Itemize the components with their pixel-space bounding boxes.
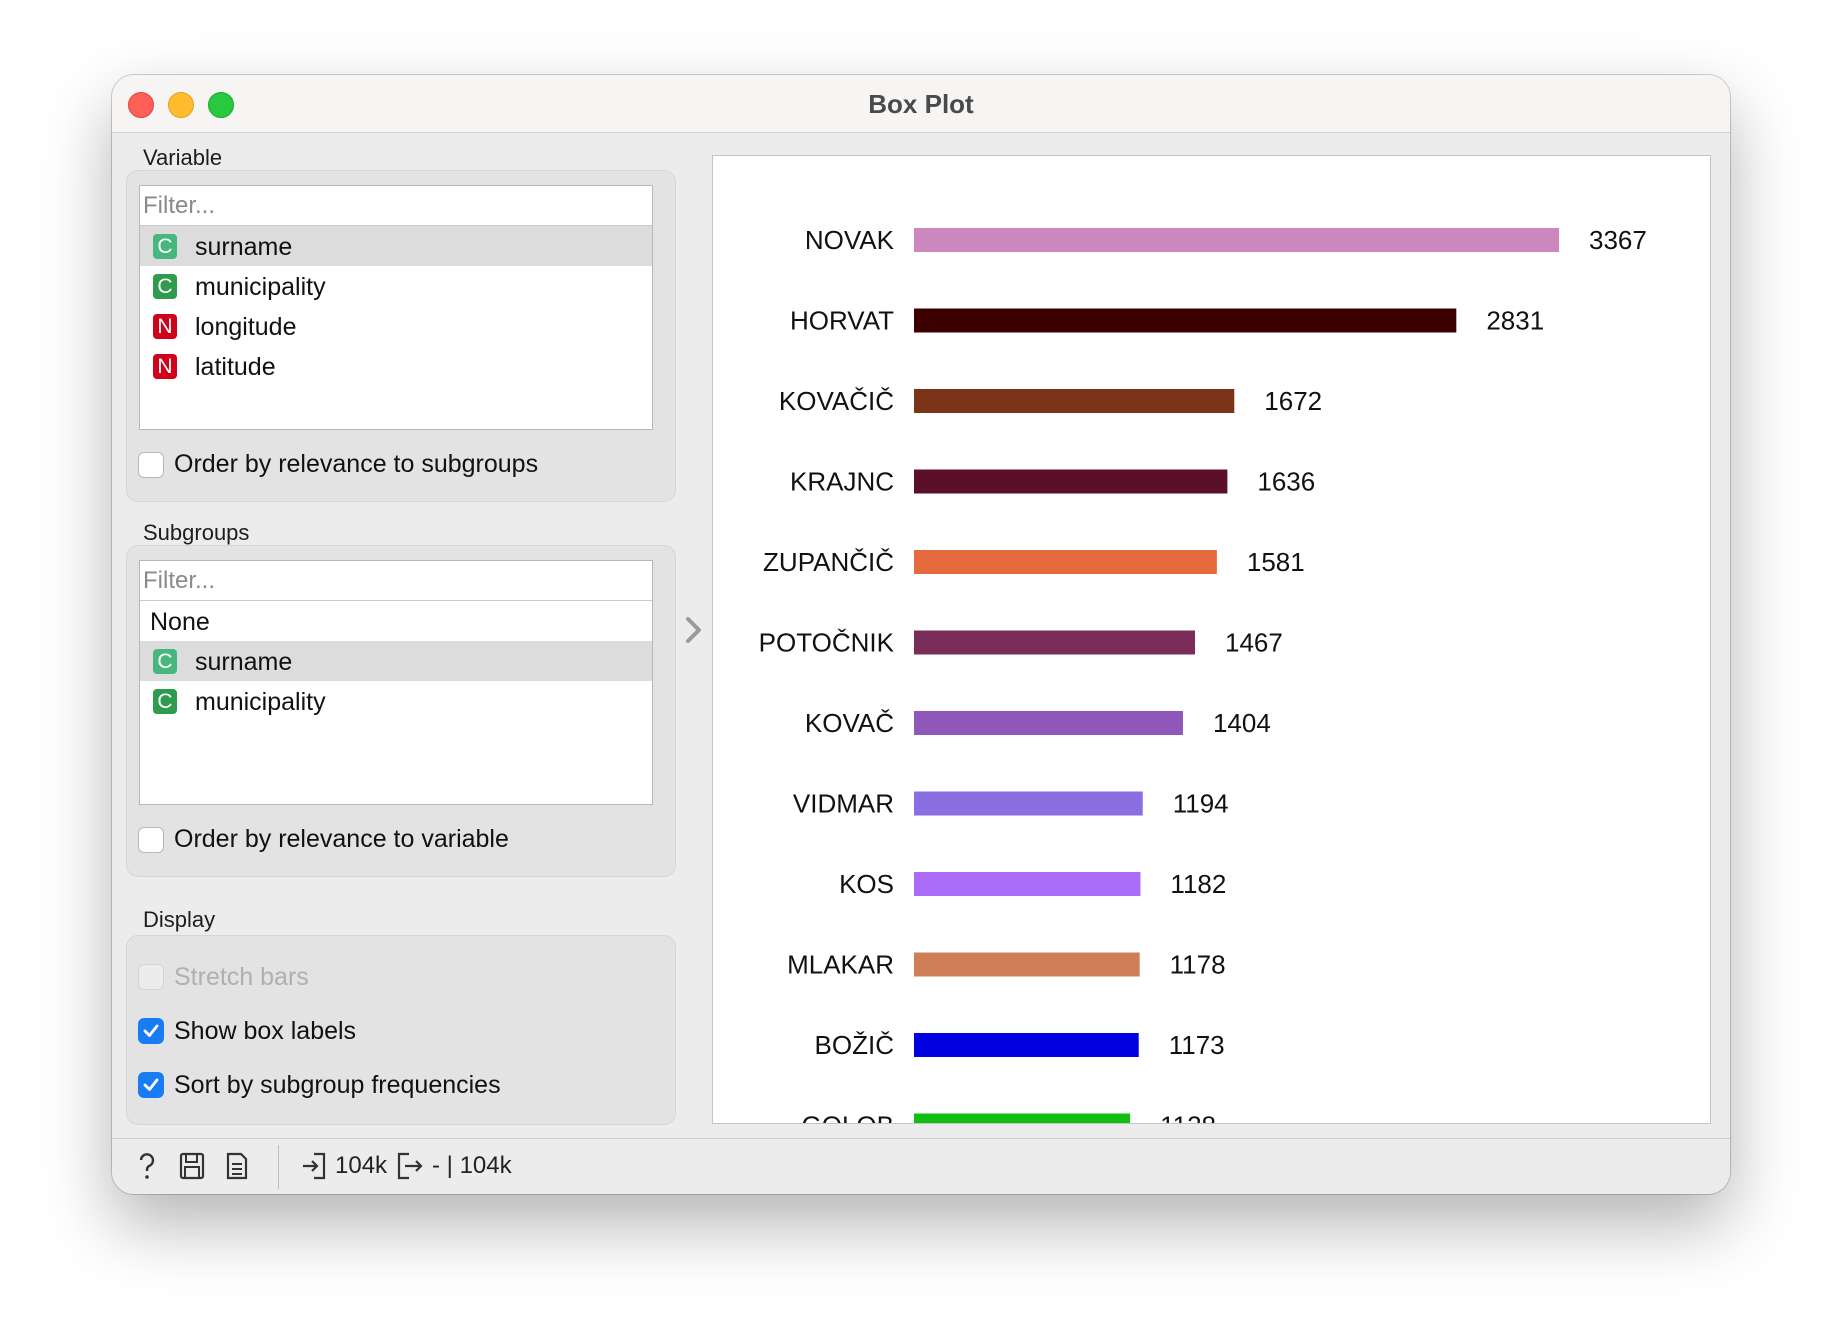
category-label: VIDMAR <box>793 789 894 819</box>
category-label: HORVAT <box>790 306 894 336</box>
variable-item-label: municipality <box>195 273 326 301</box>
collapse-panel-chevron-icon[interactable] <box>682 615 706 650</box>
box-plot-canvas[interactable]: NOVAK 3367 HORVAT 2831 KOVAČIČ 1672 KRAJNC 1636… <box>712 155 1711 1124</box>
categorical-variable-icon: C <box>153 689 177 714</box>
variable-section-label: Variable <box>143 145 223 170</box>
bar-chart: NOVAK 3367 HORVAT 2831 KOVAČIČ 1672 KRAJNC 1636… <box>759 225 1647 1124</box>
bar-kos[interactable] <box>914 872 1141 896</box>
input-count: 104k <box>335 1152 388 1179</box>
output-count: - | 104k <box>432 1152 512 1179</box>
value-label: 1178 <box>1170 950 1226 980</box>
value-label: 2831 <box>1486 306 1544 336</box>
category-label: ZUPANČIČ <box>763 547 894 577</box>
bar-bozic[interactable] <box>914 1033 1139 1057</box>
order-by-relevance-to-variable-checkbox[interactable] <box>138 827 164 853</box>
categorical-variable-icon: C <box>153 649 177 674</box>
variable-item-label: latitude <box>195 353 276 381</box>
bar-krajnc[interactable] <box>914 469 1228 494</box>
category-label: GOLOB <box>802 1111 894 1124</box>
categorical-variable-icon: C <box>153 234 177 259</box>
numeric-variable-icon: N <box>153 314 177 339</box>
minimize-window-button[interactable] <box>168 92 194 118</box>
variable-item-label: surname <box>195 233 293 261</box>
order-by-relevance-to-variable-label: Order by relevance to variable <box>174 825 509 853</box>
sort-by-subgroup-frequencies-checkbox[interactable] <box>138 1072 164 1098</box>
subgroups-filter-input[interactable]: Filter... <box>140 561 652 601</box>
order-by-relevance-to-subgroups-checkbox[interactable] <box>138 452 164 478</box>
value-label: 1672 <box>1264 386 1322 416</box>
category-label: KOS <box>839 869 894 899</box>
title-bar: Box Plot <box>112 75 1730 133</box>
value-label: 1467 <box>1225 628 1283 658</box>
category-label: KOVAČ <box>805 708 894 738</box>
value-label: 1194 <box>1173 789 1229 819</box>
value-label: 3367 <box>1589 225 1647 255</box>
bar-golob[interactable] <box>914 1113 1131 1124</box>
stretch-bars-label: Stretch bars <box>174 963 309 991</box>
window-title: Box Plot <box>868 89 974 119</box>
show-box-labels-checkbox[interactable] <box>138 1018 164 1044</box>
value-label: 1182 <box>1170 869 1226 899</box>
value-label: 1404 <box>1213 708 1271 738</box>
sort-by-subgroup-frequencies-label: Sort by subgroup frequencies <box>174 1071 501 1099</box>
bar-kovacic[interactable] <box>914 389 1235 413</box>
subgroup-item-label: surname <box>195 648 293 676</box>
save-icon[interactable] <box>178 1151 206 1186</box>
help-icon[interactable] <box>134 1151 160 1186</box>
value-label: 1173 <box>1169 1030 1225 1060</box>
numeric-variable-icon: N <box>153 354 177 379</box>
subgroup-item-none[interactable]: None <box>140 601 652 641</box>
display-group <box>126 935 676 1125</box>
maximize-window-button[interactable] <box>208 92 234 118</box>
report-icon[interactable] <box>224 1151 250 1186</box>
subgroup-item-none-label: None <box>150 608 210 636</box>
category-label: KOVAČIČ <box>779 386 894 416</box>
status-separator <box>278 1145 279 1189</box>
output-data-icon <box>395 1151 425 1186</box>
variable-item-label: longitude <box>195 313 297 341</box>
subgroups-section-label: Subgroups <box>143 520 250 545</box>
category-label: BOŽIČ <box>815 1030 894 1060</box>
categorical-variable-icon: C <box>153 274 177 299</box>
bar-horvat[interactable] <box>914 308 1457 333</box>
bar-potocnik[interactable] <box>914 630 1196 655</box>
input-data-icon <box>300 1151 328 1186</box>
stretch-bars-checkbox[interactable] <box>138 964 164 990</box>
bar-mlakar[interactable] <box>914 952 1140 977</box>
bar-novak[interactable] <box>914 228 1559 252</box>
value-label: 1128 <box>1160 1111 1216 1124</box>
bar-zupancic[interactable] <box>914 550 1217 574</box>
value-label: 1581 <box>1247 547 1305 577</box>
status-bar: 104k - | 104k <box>112 1138 1730 1194</box>
order-by-relevance-to-subgroups-label: Order by relevance to subgroups <box>174 450 539 478</box>
category-label: MLAKAR <box>787 950 894 980</box>
subgroup-item-label: municipality <box>195 688 326 716</box>
close-window-button[interactable] <box>128 92 154 118</box>
category-label: KRAJNC <box>790 467 894 497</box>
bar-kovac[interactable] <box>914 711 1183 735</box>
variable-filter-input[interactable]: Filter... <box>140 186 652 226</box>
value-label: 1636 <box>1257 467 1315 497</box>
category-label: NOVAK <box>805 225 895 255</box>
display-section-label: Display <box>143 907 216 932</box>
category-label: POTOČNIK <box>759 628 895 658</box>
bar-vidmar[interactable] <box>914 791 1143 816</box>
show-box-labels-label: Show box labels <box>174 1017 357 1045</box>
